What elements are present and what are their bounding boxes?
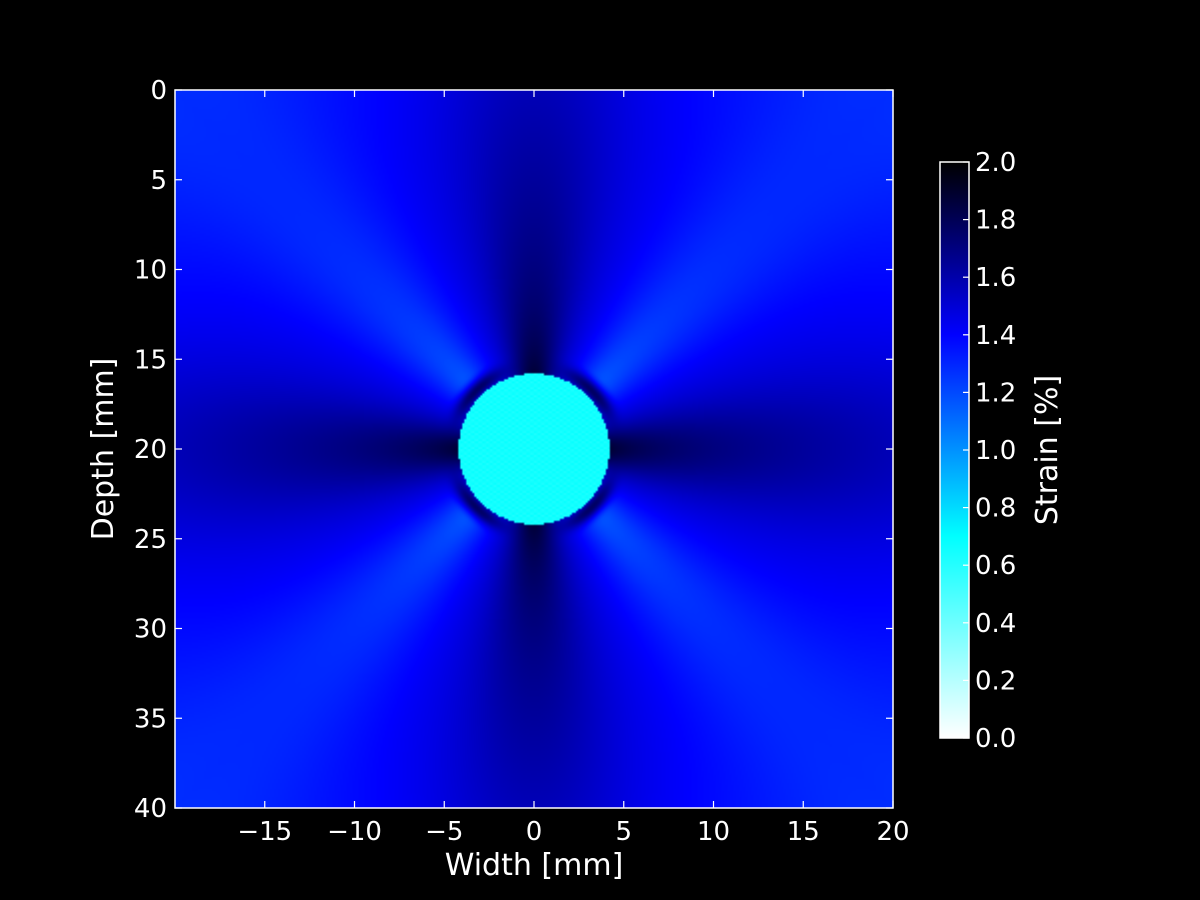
y-tick-label: 5: [150, 166, 167, 196]
y-axis-label: Depth [mm]: [86, 358, 121, 541]
colorbar-tick-label: 1.6: [975, 263, 1016, 293]
x-tick-label: 15: [787, 817, 820, 847]
x-axis-label: Width [mm]: [445, 848, 624, 883]
colorbar-tick-label: 0.4: [975, 609, 1016, 639]
y-tick-label: 30: [134, 615, 167, 645]
y-tick-label: 0: [150, 76, 167, 106]
colorbar-tick-label: 1.4: [975, 321, 1016, 351]
y-tick-label: 25: [134, 525, 167, 555]
x-tick-label: 0: [526, 817, 543, 847]
colorbar-tick-label: 0.2: [975, 666, 1016, 696]
y-tick-label: 15: [134, 345, 167, 375]
colorbar-tick-label: 2.0: [975, 148, 1016, 178]
x-tick-label: −10: [327, 817, 382, 847]
colorbar-label: Strain [%]: [1030, 375, 1065, 525]
colorbar-ticks: 0.0 0.2 0.4 0.6 0.8 1.0 1.2 1.4 1.6 1.8 2.0: [963, 148, 1016, 754]
colorbar: 0.0 0.2 0.4 0.6 0.8 1.0 1.2 1.4 1.6 1.8 2.0 Strain…: [939, 148, 1065, 754]
y-tick-label: 35: [134, 704, 167, 734]
colorbar-tick-label: 0.0: [975, 724, 1016, 754]
strain-heatmap: [175, 90, 893, 808]
heatmap-area: [175, 90, 893, 808]
y-axis-ticks: 0 5 10 15 20 25 30 35 40: [134, 76, 893, 824]
colorbar-tick-label: 1.8: [975, 206, 1016, 236]
y-tick-label: 10: [134, 256, 167, 286]
x-axis-ticks: −15 −10 −5 0 5 10 15 20: [237, 90, 910, 847]
x-tick-label: 20: [876, 817, 909, 847]
colorbar-tick-label: 0.8: [975, 494, 1016, 524]
colorbar-tick-label: 0.6: [975, 551, 1016, 581]
x-tick-label: 10: [697, 817, 730, 847]
x-tick-label: 5: [615, 817, 632, 847]
y-tick-label: 20: [134, 435, 167, 465]
x-tick-label: −15: [237, 817, 292, 847]
x-tick-label: −5: [425, 817, 463, 847]
y-tick-label: 40: [134, 794, 167, 824]
colorbar-tick-label: 1.0: [975, 436, 1016, 466]
colorbar-tick-label: 1.2: [975, 378, 1016, 408]
